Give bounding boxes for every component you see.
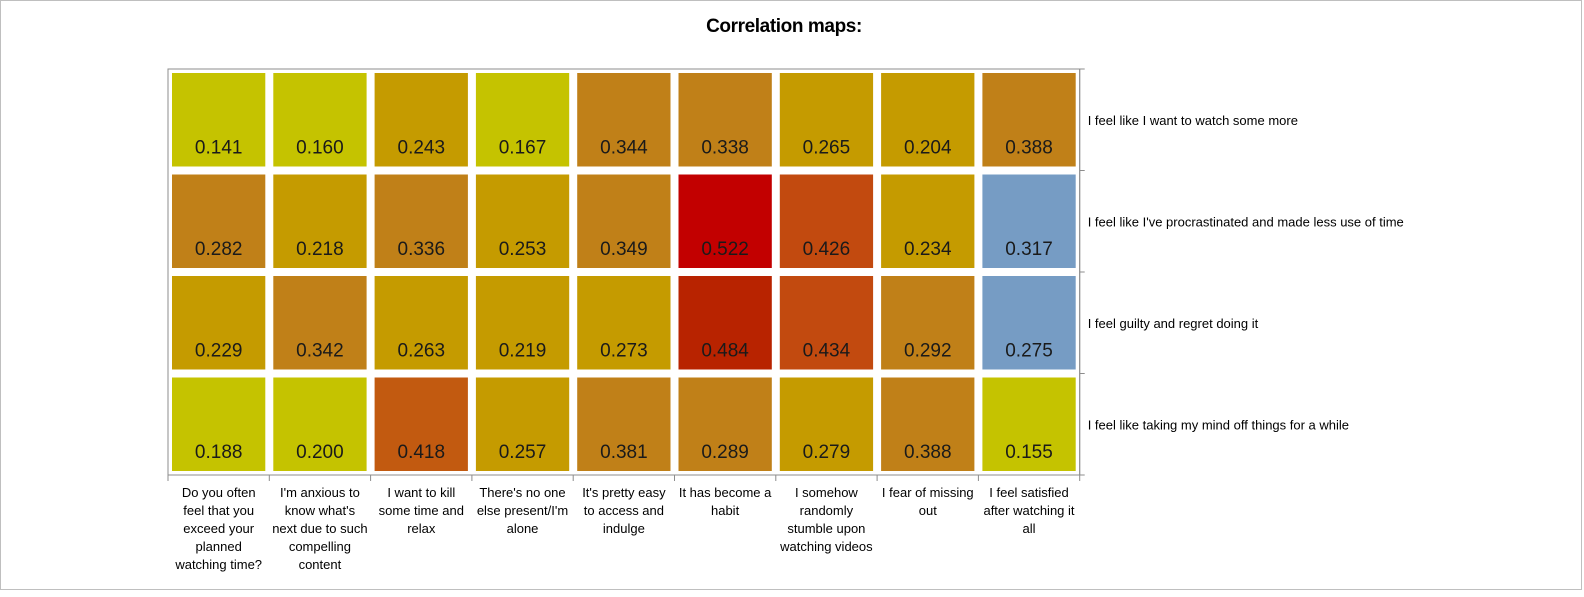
cell-value-label: 0.200	[296, 442, 344, 463]
cell-value-label: 0.275	[1005, 341, 1053, 362]
cell-value-label: 0.344	[600, 138, 648, 159]
heatmap-cell	[475, 174, 570, 268]
cell-value-label: 0.204	[904, 138, 952, 159]
heatmap-cell	[577, 276, 671, 370]
cell-value-label: 0.381	[600, 442, 648, 463]
heatmap-cell	[273, 73, 367, 167]
heatmap-cell	[374, 174, 468, 268]
cell-value-label: 0.273	[600, 341, 648, 362]
cell-value-label: 0.349	[600, 239, 648, 260]
cell-value-label: 0.292	[904, 341, 952, 362]
heatmap-cell	[475, 377, 570, 471]
cell-value-label: 0.263	[398, 341, 446, 362]
column-label: I'm anxious to know what's next due to suc…	[272, 485, 367, 572]
heatmap-cell	[881, 276, 975, 370]
cell-value-label: 0.188	[195, 442, 243, 463]
cell-value-label: 0.336	[398, 239, 446, 260]
cell-value-label: 0.279	[803, 442, 851, 463]
column-label: There's no one else present/I'm alone	[477, 485, 568, 536]
cell-value-label: 0.265	[803, 138, 851, 159]
row-label: I feel like I want to watch some more	[1088, 113, 1298, 128]
heatmap-cell	[779, 73, 874, 167]
cell-value-label: 0.282	[195, 239, 243, 260]
heatmap-cell	[273, 377, 367, 471]
heatmap-cell	[577, 377, 671, 471]
heatmap-cell	[982, 377, 1076, 471]
heatmap-cell	[172, 276, 266, 370]
cell-value-label: 0.155	[1005, 442, 1053, 463]
cell-value-label: 0.234	[904, 239, 952, 260]
cell-value-label: 0.289	[701, 442, 749, 463]
cell-value-label: 0.229	[195, 341, 243, 362]
cell-value-label: 0.218	[296, 239, 344, 260]
heatmap-cell	[678, 377, 772, 471]
heatmap-cell	[475, 276, 570, 370]
cell-value-label: 0.342	[296, 341, 344, 362]
heatmap-cell	[172, 377, 266, 471]
heatmap-cell	[881, 174, 975, 268]
cell-value-label: 0.522	[701, 239, 749, 260]
heatmap-cell	[982, 174, 1076, 268]
heatmap-cell	[779, 174, 874, 268]
heatmap-cell	[577, 73, 671, 167]
row-label: I feel like I've procrastinated and made…	[1088, 214, 1404, 229]
row-label: I feel like taking my mind off things fo…	[1088, 417, 1349, 432]
column-label: Do you often feel that you exceed your plan…	[174, 485, 262, 572]
heatmap-cell	[678, 73, 772, 167]
heatmap-cell	[172, 174, 266, 268]
cell-value-label: 0.160	[296, 138, 344, 159]
heatmap-cell	[779, 276, 874, 370]
heatmap-cell	[678, 276, 772, 370]
cell-value-label: 0.317	[1005, 239, 1053, 260]
heatmap-cell	[172, 73, 266, 167]
heatmap-cell	[273, 174, 367, 268]
column-label: It's pretty easy to access and indulge	[582, 485, 666, 536]
heatmap-cell	[881, 73, 975, 167]
column-label: I fear of missing out	[882, 485, 974, 518]
heatmap-cell	[374, 73, 468, 167]
cell-value-label: 0.426	[803, 239, 851, 260]
cell-value-label: 0.243	[398, 138, 446, 159]
heatmap-cell	[273, 276, 367, 370]
cell-value-label: 0.388	[1005, 138, 1053, 159]
cell-value-label: 0.253	[499, 239, 547, 260]
column-label: I feel satisfied after watching it all	[983, 485, 1074, 536]
column-label: I somehow randomly stumble upon watching vi…	[779, 485, 873, 554]
column-label: I want to kill some time and relax	[379, 485, 464, 536]
column-label: It has become a habit	[679, 485, 772, 518]
cell-value-label: 0.167	[499, 138, 547, 159]
cell-value-label: 0.338	[701, 138, 749, 159]
cell-value-label: 0.484	[701, 341, 749, 362]
heatmap-cell	[678, 174, 772, 268]
cell-value-label: 0.434	[803, 341, 851, 362]
heatmap-cell	[577, 174, 671, 268]
heatmap-cell	[982, 276, 1076, 370]
heatmap-cell	[374, 276, 468, 370]
heatmap-cell	[779, 377, 874, 471]
row-label: I feel guilty and regret doing it	[1088, 316, 1259, 331]
cell-value-label: 0.141	[195, 138, 243, 159]
heatmap-cell	[881, 377, 975, 471]
cell-value-label: 0.388	[904, 442, 952, 463]
cell-value-label: 0.257	[499, 442, 547, 463]
chart-title: Correlation maps:	[706, 16, 862, 37]
cell-value-label: 0.418	[398, 442, 446, 463]
heatmap-cell	[374, 377, 468, 471]
cell-value-label: 0.219	[499, 341, 547, 362]
heatmap-cell	[475, 73, 570, 167]
heatmap-cell	[982, 73, 1076, 167]
